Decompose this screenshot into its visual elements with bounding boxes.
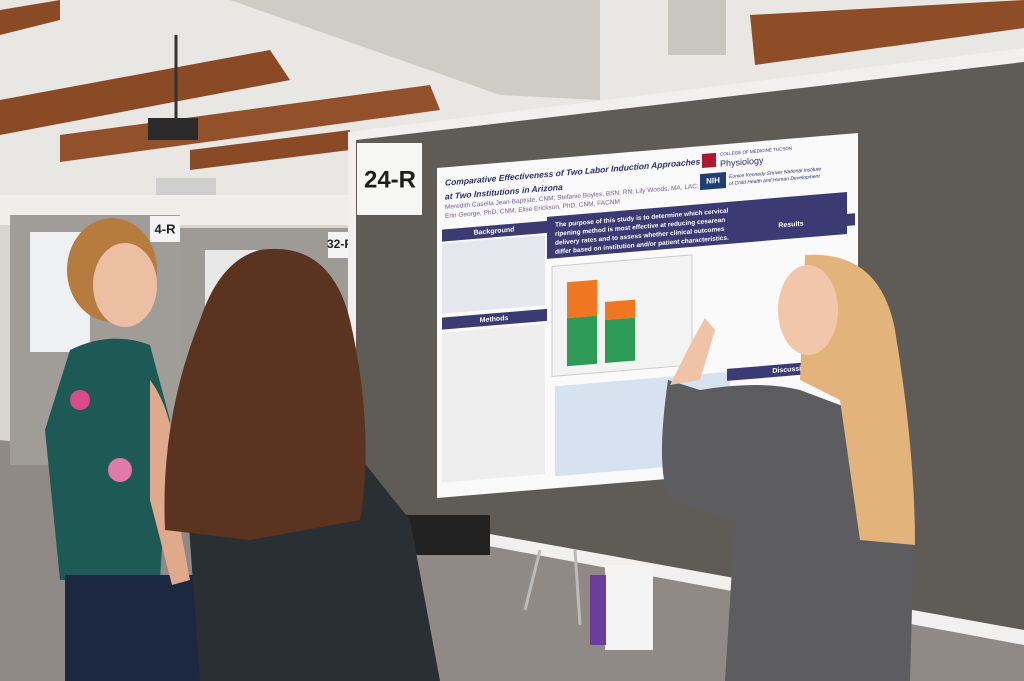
sign-card — [357, 143, 422, 215]
projector — [148, 118, 198, 140]
person-pants — [65, 575, 200, 681]
sign-label: 24-R — [364, 166, 416, 193]
logo — [700, 172, 726, 191]
figure-bar — [605, 317, 635, 364]
projector — [156, 178, 216, 198]
college: COLLEGE OF MEDICINE TUCSON — [720, 146, 792, 157]
ceiling-beam — [0, 50, 290, 135]
section-header — [442, 220, 547, 242]
section-header — [727, 213, 855, 236]
sign-card — [150, 216, 180, 242]
purpose-box — [547, 191, 847, 259]
department: Physiology — [720, 155, 764, 169]
sign-label: 4-R — [155, 221, 177, 236]
ceiling-beam — [750, 0, 1024, 65]
section-title: Results — [778, 220, 803, 229]
logo — [702, 152, 716, 169]
bag — [605, 565, 653, 650]
ceiling-beam — [60, 85, 440, 162]
print — [70, 390, 90, 410]
sign-label: 32-R — [327, 237, 353, 251]
stool-leg — [523, 549, 542, 611]
section-title: Methods — [480, 315, 509, 324]
person-hand — [670, 318, 715, 385]
person-face — [778, 265, 838, 355]
vent — [668, 0, 726, 55]
bag — [590, 575, 606, 645]
person-face — [93, 243, 157, 327]
section-header — [442, 308, 547, 330]
print — [108, 458, 132, 482]
section-title: Discussion — [772, 365, 809, 375]
figure-bar — [567, 315, 597, 367]
figure-bar — [567, 279, 597, 319]
text-block — [442, 324, 545, 483]
text-block — [442, 235, 545, 314]
figure-bar — [605, 299, 635, 321]
ceiling-soffit — [230, 0, 600, 100]
ceiling-beam — [190, 130, 350, 170]
ceiling-beam — [0, 0, 60, 35]
person-hair — [164, 248, 366, 540]
stool-leg — [573, 549, 582, 626]
section-title: Background — [474, 226, 515, 236]
nih-logo: NIH — [706, 176, 720, 186]
